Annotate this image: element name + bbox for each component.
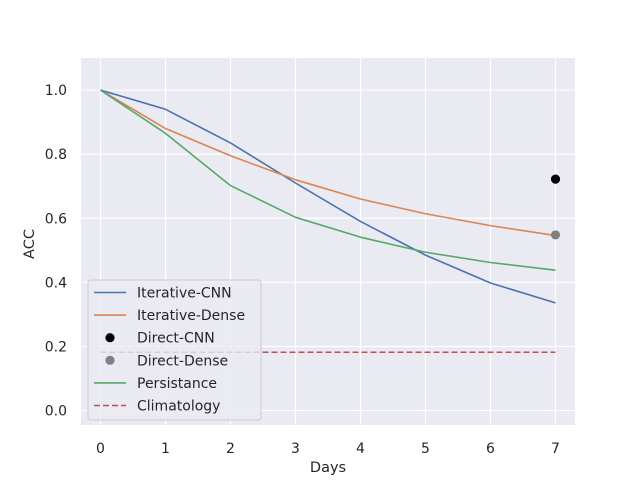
series-line-iterative-cnn	[100, 89, 556, 304]
legend-label-climatology: Climatology	[137, 399, 220, 415]
x-tick-label: 1	[161, 441, 170, 457]
tick-layer: 0 1 2 3 4 5 6 7 0.0 0.2 0.4 0.6 0.8 1.0	[45, 83, 560, 457]
series-line-iterative-dense	[100, 89, 556, 237]
legend-label-iterative-cnn: Iterative-CNN	[137, 286, 232, 302]
x-tick-label: 2	[226, 441, 235, 457]
legend-label-direct-cnn: Direct-CNN	[137, 331, 215, 347]
legend-marker-direct-cnn	[105, 333, 115, 343]
legend-label-persistance: Persistance	[137, 376, 217, 392]
x-tick-label: 4	[356, 441, 365, 457]
y-tick-label: 0.6	[45, 211, 67, 227]
legend-frame	[87, 279, 262, 421]
y-tick-label: 0.8	[45, 147, 67, 163]
y-tick-label: 0.4	[45, 275, 67, 291]
series-line-persistance	[100, 89, 556, 271]
data-point-direct-dense	[550, 230, 561, 240]
data-point-direct-cnn	[550, 174, 561, 184]
x-tick-label: 3	[291, 441, 300, 457]
y-tick-label: 0.2	[45, 339, 67, 355]
x-axis-label: Days	[310, 460, 346, 476]
x-tick-label: 5	[421, 441, 430, 457]
legend-label-iterative-dense: Iterative-Dense	[137, 308, 245, 324]
y-tick-label: 0.0	[45, 404, 67, 420]
legend: Iterative-CNN Iterative-Dense Direct-CNN Di…	[87, 279, 262, 421]
y-axis-label: ACC	[22, 229, 38, 259]
x-tick-label: 6	[486, 441, 495, 457]
legend-label-direct-dense: Direct-Dense	[137, 353, 228, 369]
x-tick-label: 0	[96, 441, 105, 457]
y-tick-label: 1.0	[45, 83, 67, 99]
x-tick-label: 7	[551, 441, 560, 457]
legend-marker-direct-dense	[105, 355, 115, 365]
